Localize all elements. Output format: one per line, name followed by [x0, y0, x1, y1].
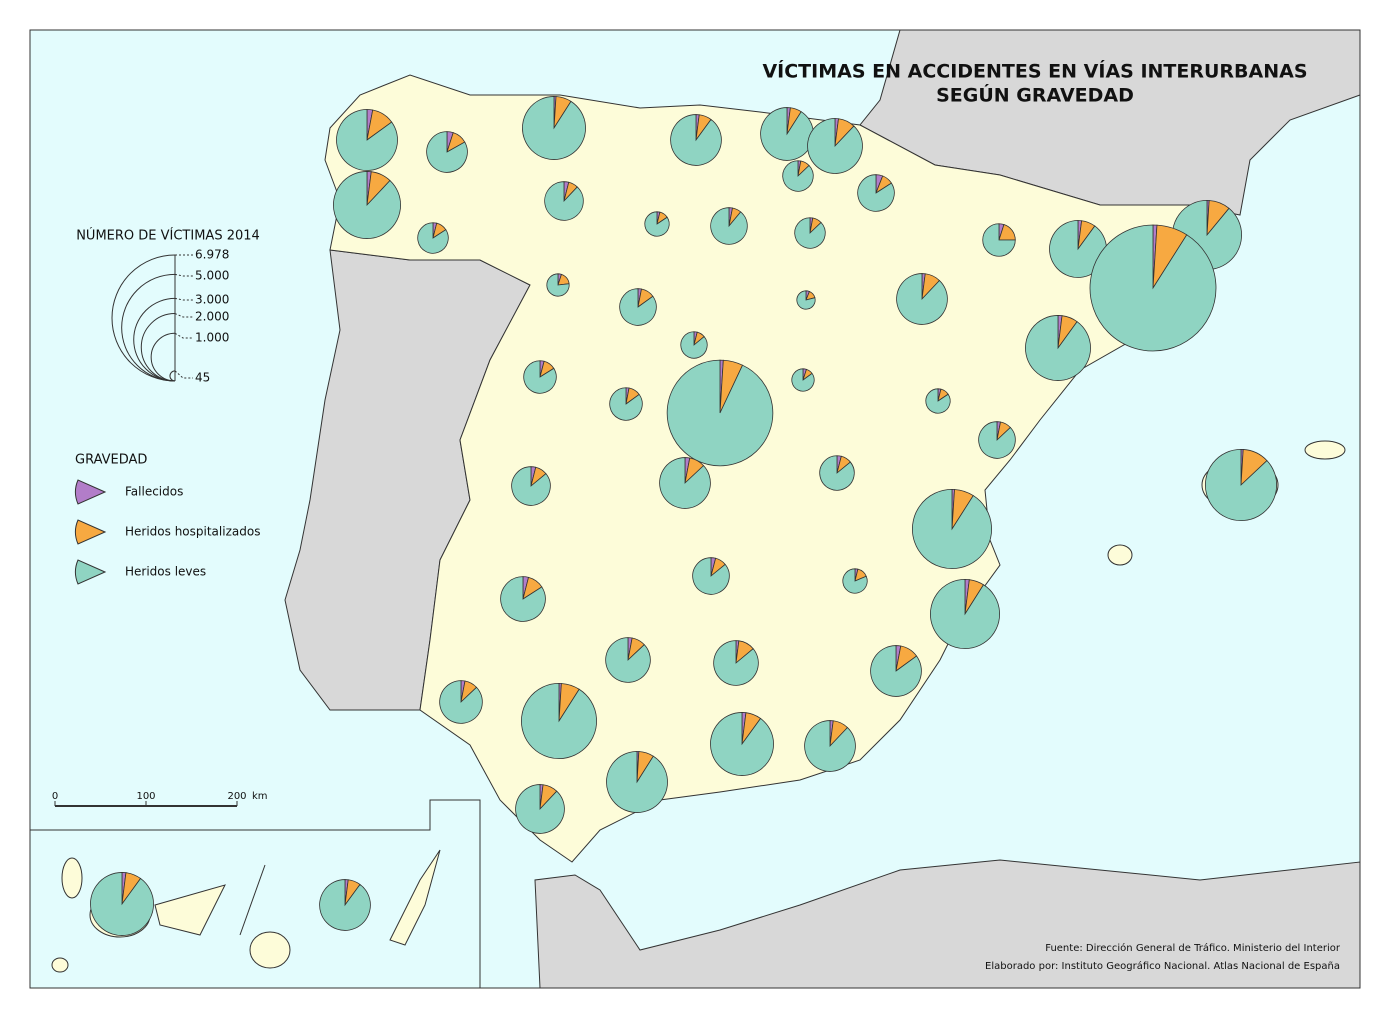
pie-slice [333, 171, 401, 239]
legend-label: Heridos leves [125, 565, 206, 579]
pie-slice [1089, 224, 1217, 352]
pie-slice [978, 421, 1016, 459]
scale-label: 200 [227, 791, 246, 802]
pie-slice [546, 273, 570, 297]
pie-slice [710, 712, 774, 776]
africa [534, 859, 1361, 989]
pie-slice [1205, 448, 1277, 522]
legend-label: Fallecidos [125, 485, 183, 499]
leader [174, 370, 193, 379]
pie-slice [319, 879, 371, 931]
legend-swatch [74, 559, 107, 585]
legend-swatch [74, 519, 107, 545]
legend-label: Heridos hospitalizados [125, 525, 260, 539]
pie-slice [710, 207, 748, 245]
pie-slice [417, 222, 449, 254]
pie-slice [1025, 315, 1091, 381]
pie-slice [90, 872, 154, 936]
legend-title: GRAVEDAD [75, 453, 147, 468]
size-circle [150, 332, 176, 382]
size-label: 6.978 [195, 248, 229, 262]
pie-slice [500, 576, 546, 622]
size-circle [169, 370, 176, 382]
pie-slice [794, 217, 826, 249]
leader [174, 297, 193, 301]
pie-slice [896, 273, 948, 325]
pie-slice [606, 751, 668, 813]
title: VÍCTIMAS EN ACCIDENTES EN VÍAS INTERURBA… [762, 60, 1307, 83]
inset-frame [30, 799, 481, 988]
size-label: 1.000 [195, 331, 229, 345]
pie-slice [930, 579, 1000, 649]
pie-slice [692, 557, 730, 595]
pie-slice [870, 645, 922, 697]
scale-label: 0 [52, 791, 58, 802]
pie-slice [819, 455, 855, 491]
pie-slice [670, 114, 722, 166]
source: Elaborado por: Instituto Geográfico Naci… [985, 960, 1340, 972]
source: Fuente: Dirección General de Tráfico. Mi… [1045, 942, 1341, 954]
island [1107, 544, 1133, 566]
size-circle [121, 273, 176, 382]
size-label: 2.000 [195, 310, 229, 324]
pie-slice [760, 107, 814, 161]
pie-slice [842, 568, 868, 594]
pie-slice [666, 359, 774, 467]
pie-slice [511, 466, 551, 506]
pie-slice [807, 118, 863, 174]
island [389, 849, 441, 946]
pie-slice [911, 488, 992, 569]
pie-slice [605, 637, 651, 683]
island [51, 957, 69, 973]
size-circle [140, 313, 176, 382]
pie-slice [521, 683, 597, 759]
leader [174, 273, 193, 277]
island [1304, 440, 1346, 460]
size-label: 45 [195, 371, 210, 385]
island [61, 857, 83, 899]
leader [174, 313, 193, 318]
pie-slice [522, 96, 586, 160]
pie-slice [659, 457, 711, 509]
pie-slice [680, 331, 708, 359]
pie-slice [1049, 220, 1107, 278]
pie-slice [544, 181, 584, 221]
island [154, 884, 226, 936]
size-label: 3.000 [195, 293, 229, 307]
pie-slice [782, 160, 814, 192]
legend-swatch [74, 479, 107, 505]
island [249, 931, 291, 969]
pie-slice [857, 174, 895, 212]
pie-slice [619, 288, 657, 326]
pie-slice [804, 720, 856, 772]
size-label: 5.000 [195, 269, 229, 283]
pie-slice [609, 387, 643, 421]
pie-slice [925, 388, 951, 414]
size-legend-title: NÚMERO DE VÍCTIMAS 2014 [76, 228, 260, 244]
pie-slice [791, 368, 815, 392]
pie-slice [982, 223, 1016, 257]
pie-slice [713, 640, 759, 686]
pie-slice [523, 360, 557, 394]
size-circle [111, 254, 176, 382]
pie-slice [439, 680, 483, 724]
scale-unit: km [252, 791, 268, 802]
pie-slice [796, 290, 816, 310]
title: SEGÚN GRAVEDAD [936, 83, 1134, 107]
pie-slice [336, 109, 398, 171]
inset-divider [239, 864, 266, 936]
scale-label: 100 [136, 791, 155, 802]
leader [174, 332, 193, 339]
pie-slice [644, 211, 670, 237]
pie-slice [426, 131, 468, 173]
size-circle [133, 297, 176, 382]
pie-slice [515, 784, 565, 834]
